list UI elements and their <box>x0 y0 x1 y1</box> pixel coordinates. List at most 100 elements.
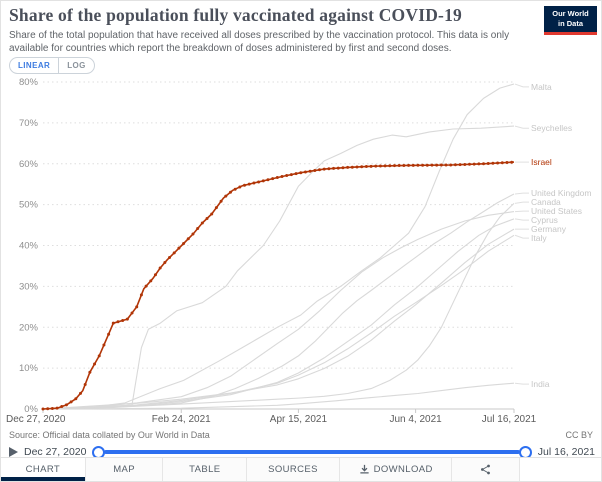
series-label-united-states: United States <box>531 206 582 216</box>
label-connector <box>514 125 529 129</box>
license-badge[interactable]: CC BY <box>565 430 593 440</box>
series-marker <box>205 217 209 221</box>
series-marker <box>289 173 293 177</box>
tab-map[interactable]: MAP <box>85 458 164 481</box>
share-icon <box>481 464 491 475</box>
share-button[interactable] <box>452 458 521 481</box>
x-axis-tick-label: Jun 4, 2021 <box>389 414 442 425</box>
series-marker <box>486 161 490 165</box>
series-marker <box>78 391 82 395</box>
series-marker <box>168 255 172 259</box>
series-marker <box>402 163 406 167</box>
series-marker <box>252 181 256 185</box>
timeline-track[interactable] <box>104 450 520 454</box>
series-line-united-states <box>42 211 515 410</box>
series-marker <box>243 183 247 187</box>
linear-scale-button[interactable]: LINEAR <box>10 58 60 73</box>
series-marker <box>327 167 331 171</box>
series-marker <box>308 169 312 173</box>
label-connector <box>514 192 529 195</box>
series-marker <box>374 164 378 168</box>
series-marker <box>421 163 425 167</box>
series-marker <box>238 185 242 189</box>
tab-download-label: DOWNLOAD <box>373 464 433 475</box>
series-marker <box>214 206 218 210</box>
series-marker <box>93 362 97 366</box>
series-marker <box>313 169 317 173</box>
log-scale-button[interactable]: LOG <box>67 61 86 70</box>
series-marker <box>332 166 336 170</box>
series-marker <box>64 403 68 407</box>
series-marker <box>60 405 64 409</box>
series-marker <box>439 163 443 167</box>
y-axis-tick-label: 70% <box>19 118 39 129</box>
owid-logo[interactable]: Our World in Data <box>544 6 597 35</box>
series-marker <box>271 177 275 181</box>
series-line-united-kingdom <box>42 193 515 410</box>
series-marker <box>233 187 237 191</box>
tab-download[interactable]: DOWNLOAD <box>339 458 453 481</box>
tab-sources[interactable]: SOURCES <box>247 458 340 481</box>
series-marker <box>458 163 462 167</box>
series-marker <box>121 318 125 322</box>
series-marker <box>383 164 387 168</box>
x-axis-tick-label: Dec 27, 2020 <box>6 414 66 425</box>
series-marker <box>425 163 429 167</box>
series-marker <box>55 406 59 410</box>
series-marker <box>364 165 368 169</box>
series-marker <box>336 166 340 170</box>
series-marker <box>186 237 190 241</box>
series-marker <box>200 221 204 225</box>
label-connector <box>514 83 529 88</box>
series-marker <box>69 400 73 404</box>
y-axis-tick-label: 20% <box>19 322 39 333</box>
label-connector <box>514 234 529 239</box>
line-chart-canvas[interactable]: 0% 10% 20% 30% 40% 50% 60% 70% 80% Dec 27, 2020 Fe… <box>1 71 602 429</box>
series-marker <box>135 305 139 309</box>
scale-toggle: LINEAR LOG <box>9 57 95 74</box>
download-icon <box>359 464 369 474</box>
label-connector <box>514 382 529 385</box>
y-axis-tick-label: 0% <box>24 404 38 415</box>
series-marker <box>360 165 364 169</box>
series-marker <box>144 284 148 288</box>
series-line-malta <box>42 83 515 410</box>
series-marker <box>285 174 289 178</box>
label-connector <box>514 218 529 221</box>
series-marker <box>182 241 186 245</box>
series-marker <box>392 164 396 168</box>
series-marker <box>444 163 448 167</box>
series-marker <box>318 168 322 172</box>
tab-map-label: MAP <box>113 464 135 475</box>
series-line-germany <box>42 228 515 410</box>
series-marker <box>257 180 261 184</box>
y-axis-tick-label: 30% <box>19 281 39 292</box>
source-row: Source: Official data collated by Our Wo… <box>9 430 593 440</box>
series-marker <box>472 162 476 166</box>
series-marker <box>346 165 350 169</box>
series-marker <box>172 251 176 255</box>
series-marker <box>463 162 467 166</box>
label-connector <box>514 201 529 204</box>
series-marker <box>125 317 129 321</box>
series-marker <box>407 163 411 167</box>
series-marker <box>163 261 167 265</box>
series-line-israel <box>42 161 515 410</box>
tab-bar-spacer <box>520 458 601 481</box>
series-marker <box>139 293 143 297</box>
series-marker <box>107 332 111 336</box>
play-icon[interactable] <box>9 447 18 457</box>
series-marker <box>435 163 439 167</box>
tab-table[interactable]: TABLE <box>163 458 248 481</box>
series-marker <box>210 212 214 216</box>
series-marker <box>303 170 307 174</box>
series-label-israel: Israel <box>531 157 552 167</box>
series-line-italy <box>42 234 515 410</box>
series-line-india <box>42 382 515 410</box>
series-marker <box>219 199 223 203</box>
series-label-seychelles: Seychelles <box>531 123 572 133</box>
series-marker <box>449 163 453 167</box>
tab-chart[interactable]: CHART <box>1 458 86 481</box>
series-marker <box>247 182 251 186</box>
